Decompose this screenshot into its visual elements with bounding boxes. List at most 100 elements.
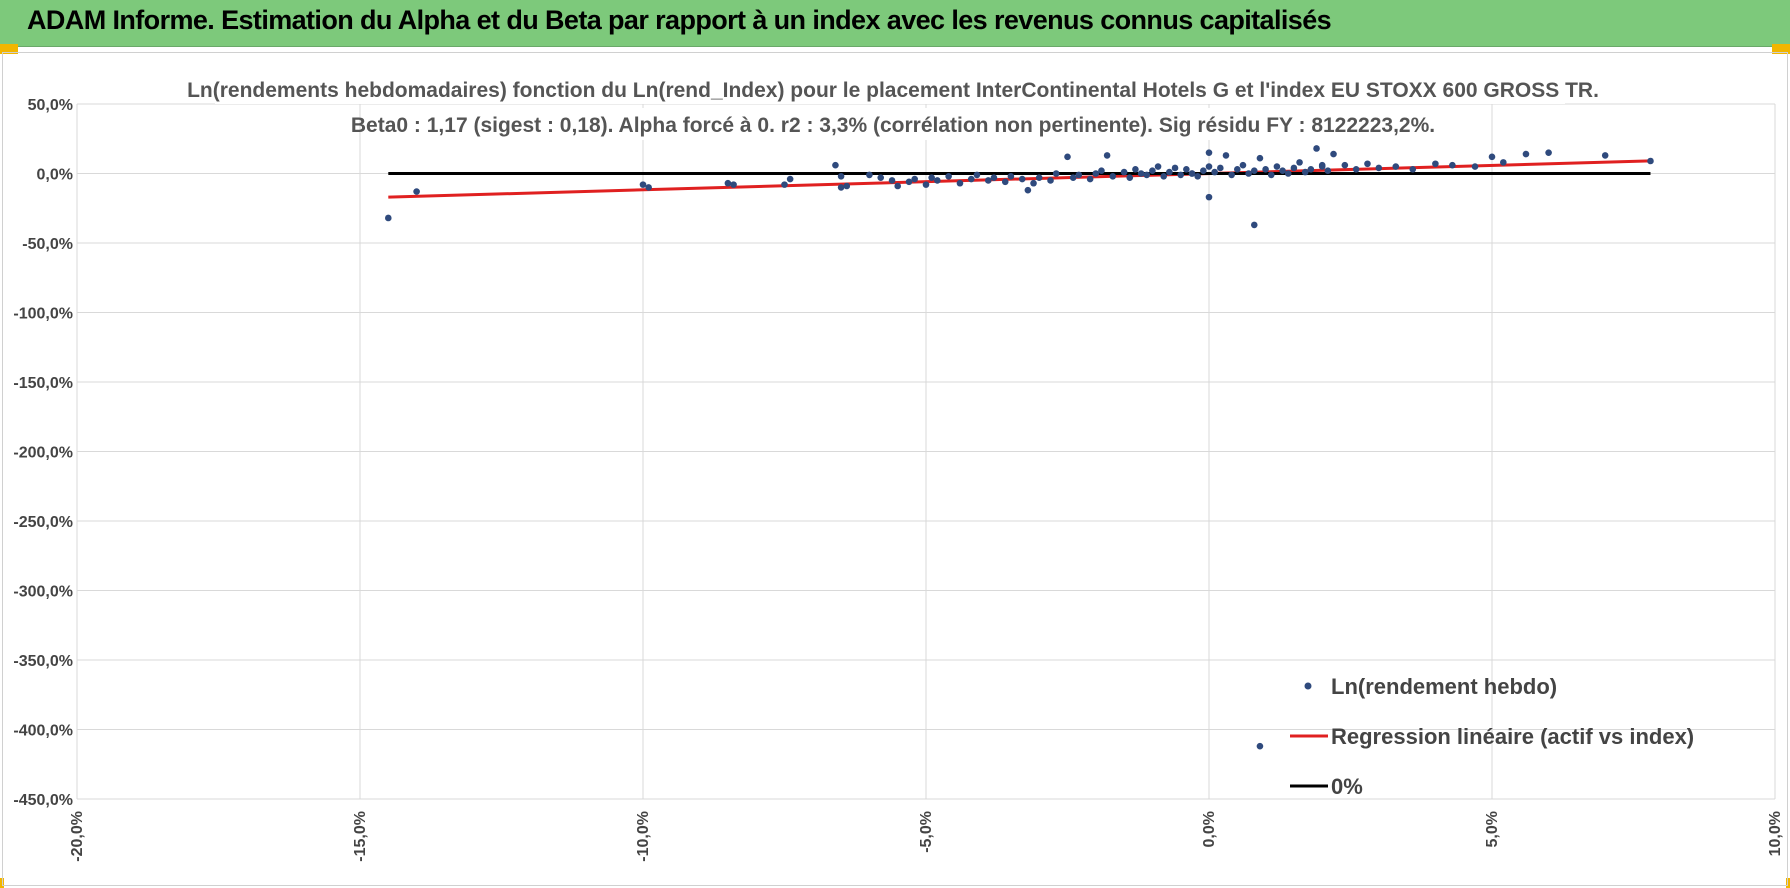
- data-point: [1126, 174, 1134, 181]
- y-tick-label: -300,0%: [13, 584, 73, 601]
- legend-label: Ln(rendement hebdo): [1331, 674, 1557, 699]
- data-point: [984, 177, 992, 184]
- data-point: [911, 175, 918, 183]
- y-tick-label: 0,0%: [37, 167, 73, 184]
- data-point: [866, 171, 873, 179]
- y-tick-label: -350,0%: [13, 653, 73, 670]
- data-point: [385, 214, 392, 222]
- data-point: [1024, 186, 1032, 194]
- data-point: [1545, 149, 1552, 156]
- data-point: [1245, 170, 1252, 177]
- data-point: [990, 174, 998, 181]
- data-point: [1375, 164, 1383, 172]
- y-tick-label: -450,0%: [13, 792, 73, 809]
- report-title: ADAM Informe. Estimation du Alpha et du …: [27, 5, 1332, 35]
- data-point: [413, 188, 420, 195]
- data-point: [1030, 179, 1037, 187]
- axis-labels: 50,0% 0,0% -50,0% -100,0% -150,0% -200,0% -250…: [13, 97, 1784, 862]
- y-tick-label: -100,0%: [13, 306, 73, 323]
- data-point: [1166, 168, 1173, 176]
- data-point: [1205, 163, 1213, 170]
- x-tick-label: 10,0%: [1767, 811, 1784, 856]
- data-point: [1064, 153, 1071, 161]
- data-point: [1330, 150, 1337, 158]
- data-point: [1267, 171, 1275, 179]
- data-point: [1352, 166, 1360, 173]
- data-point: [1211, 168, 1218, 176]
- data-point: [1488, 153, 1496, 161]
- data-point: [1222, 152, 1230, 159]
- data-point: [1250, 221, 1258, 229]
- data-point: [1132, 166, 1139, 173]
- data-point: [945, 172, 952, 180]
- corner-marker-top-right: [1772, 44, 1790, 54]
- legend-label: Regression linéaire (actif vs index): [1331, 724, 1694, 749]
- data-point: [905, 178, 913, 186]
- data-point: [1183, 166, 1190, 173]
- data-point: [1086, 175, 1094, 183]
- data-point: [1256, 154, 1264, 162]
- data-point: [1194, 172, 1201, 180]
- legend-marker-scatter: [1304, 682, 1312, 690]
- x-tick-label: 0,0%: [1201, 811, 1218, 847]
- data-point: [724, 179, 732, 187]
- x-tick-label: -5,0%: [918, 811, 935, 853]
- chart-title-block: Ln(rendements hebdomadaires) fonction du…: [187, 70, 1599, 140]
- data-point: [928, 174, 935, 181]
- x-tick-label: 5,0%: [1484, 811, 1501, 847]
- data-point: [1120, 168, 1128, 176]
- x-tick-label: -20,0%: [69, 811, 86, 862]
- corner-marker-bottom-right: [1786, 878, 1790, 888]
- data-point: [1324, 167, 1332, 175]
- data-point: [956, 179, 964, 187]
- data-point: [1075, 171, 1083, 179]
- legend-label: 0%: [1331, 774, 1363, 799]
- data-point: [1160, 172, 1168, 180]
- data-point: [1256, 742, 1264, 750]
- data-point: [1307, 166, 1315, 173]
- data-point: [1239, 161, 1247, 169]
- chart-area: [2, 52, 1788, 886]
- data-point: [781, 181, 788, 188]
- data-point: [1035, 174, 1043, 181]
- series-layer: [385, 145, 1654, 750]
- x-tick-label: -10,0%: [635, 811, 652, 862]
- data-point: [1052, 170, 1060, 177]
- data-point: [922, 181, 930, 188]
- data-point: [1188, 170, 1196, 177]
- corner-marker-top-left: [0, 44, 18, 54]
- data-point: [1341, 161, 1349, 169]
- data-point: [1007, 172, 1015, 180]
- data-point: [1601, 152, 1609, 159]
- data-point: [1092, 170, 1100, 177]
- data-point: [1364, 160, 1371, 168]
- data-point: [832, 161, 839, 169]
- y-tick-label: -50,0%: [22, 236, 73, 253]
- data-point: [1018, 175, 1026, 183]
- data-point: [888, 177, 896, 184]
- y-tick-label: -400,0%: [13, 723, 73, 740]
- data-point: [639, 181, 647, 188]
- data-point: [1279, 167, 1286, 175]
- data-point: [1250, 167, 1258, 175]
- data-point: [1273, 163, 1281, 170]
- data-point: [730, 181, 737, 188]
- data-point: [1143, 171, 1151, 179]
- data-point: [1154, 163, 1162, 170]
- data-point: [1392, 163, 1400, 170]
- data-point: [1069, 174, 1077, 181]
- chart-title-background: [215, 70, 1565, 104]
- data-point: [894, 182, 901, 190]
- data-point: [1149, 167, 1156, 175]
- data-point: [1200, 167, 1207, 175]
- data-point: [1109, 172, 1117, 180]
- data-point: [843, 182, 851, 190]
- chart-title: Ln(rendements hebdomadaires) fonction du…: [187, 79, 1599, 102]
- data-point: [934, 177, 941, 184]
- data-point: [1262, 166, 1269, 173]
- data-point: [967, 175, 975, 183]
- data-point: [1301, 168, 1309, 176]
- data-point: [1449, 161, 1456, 169]
- data-point: [1296, 159, 1303, 166]
